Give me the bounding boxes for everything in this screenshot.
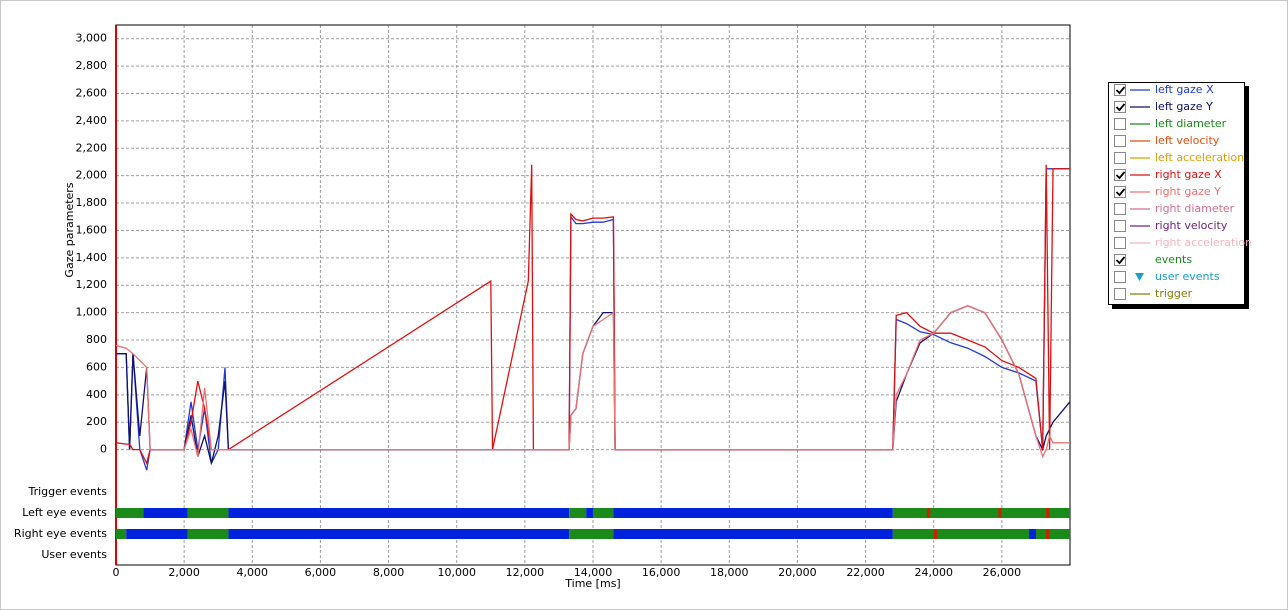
event-segment <box>1029 529 1036 539</box>
legend-label: trigger <box>1155 287 1193 300</box>
event-segment <box>892 508 1070 518</box>
legend-checkbox[interactable] <box>1114 186 1126 198</box>
event-segment <box>613 529 893 539</box>
x-tick-label: 26,000 <box>983 566 1022 579</box>
y-tick-label: 2,800 <box>76 59 108 72</box>
legend-checkbox[interactable] <box>1114 101 1126 113</box>
event-row-label: Right eye events <box>14 527 107 540</box>
x-tick-label: 12,000 <box>506 566 545 579</box>
event-segment <box>1046 529 1050 539</box>
legend-label: left diameter <box>1155 117 1227 130</box>
legend-label: right acceleration <box>1155 236 1252 249</box>
x-tick-label: 2,000 <box>168 566 200 579</box>
legend-check <box>1115 103 1126 112</box>
event-row-label: User events <box>41 548 107 561</box>
event-segment <box>998 508 1002 518</box>
legend-label: right gaze Y <box>1155 185 1221 198</box>
x-tick-label: 14,000 <box>574 566 613 579</box>
legend-marker <box>1135 273 1144 281</box>
y-tick-label: 1,600 <box>76 223 108 236</box>
y-tick-label: 1,400 <box>76 251 108 264</box>
y-tick-label: 1,800 <box>76 196 108 209</box>
legend-checkbox[interactable] <box>1114 84 1126 96</box>
y-axis-title: Gaze parameters <box>63 182 76 277</box>
legend-label: user events <box>1155 270 1220 283</box>
legend-label: right velocity <box>1155 219 1228 232</box>
legend-label: left velocity <box>1155 134 1220 147</box>
event-segment <box>926 508 931 518</box>
event-segment <box>586 508 593 518</box>
event-segment <box>187 508 229 518</box>
y-tick-label: 2,200 <box>76 141 108 154</box>
legend-check <box>1115 86 1126 95</box>
legend-label: left gaze Y <box>1155 100 1213 113</box>
event-segment <box>1046 508 1050 518</box>
legend-checkbox[interactable] <box>1114 288 1126 300</box>
event-row-label: Left eye events <box>22 506 107 519</box>
y-tick-label: 400 <box>86 388 107 401</box>
y-tick-label: 2,600 <box>76 86 108 99</box>
y-tick-label: 200 <box>86 415 107 428</box>
legend-checkbox[interactable] <box>1114 169 1126 181</box>
x-tick-label: 10,000 <box>437 566 476 579</box>
legend-check <box>1115 188 1126 197</box>
legend-checkbox[interactable] <box>1114 220 1126 232</box>
y-tick-label: 1,200 <box>76 278 108 291</box>
legend-label: events <box>1155 253 1192 266</box>
legend-check <box>1115 171 1126 180</box>
legend-checkbox[interactable] <box>1114 135 1126 147</box>
event-segment <box>187 529 229 539</box>
x-tick-label: 24,000 <box>914 566 953 579</box>
legend-check <box>1115 256 1126 265</box>
event-segment <box>143 508 188 518</box>
series-line <box>115 164 1070 466</box>
legend-checkbox[interactable] <box>1114 203 1126 215</box>
x-tick-label: 22,000 <box>846 566 885 579</box>
event-segment <box>593 508 614 518</box>
event-row-label: Trigger events <box>28 485 108 498</box>
event-segment <box>569 508 587 518</box>
event-segment <box>569 529 614 539</box>
x-tick-label: 18,000 <box>710 566 749 579</box>
y-tick-label: 800 <box>86 333 107 346</box>
legend-checkbox[interactable] <box>1114 237 1126 249</box>
legend-label: right diameter <box>1155 202 1235 215</box>
y-tick-label: 2,400 <box>76 114 108 127</box>
legend-label: left acceleration <box>1155 151 1244 164</box>
event-segment <box>126 529 188 539</box>
y-tick-label: 2,000 <box>76 169 108 182</box>
legend-checkbox[interactable] <box>1114 271 1126 283</box>
event-segment <box>892 529 1070 539</box>
y-tick-label: 1,000 <box>76 306 108 319</box>
event-segment <box>228 508 570 518</box>
event-segment <box>933 529 938 539</box>
x-tick-label: 20,000 <box>778 566 817 579</box>
event-segment <box>613 508 893 518</box>
event-segment <box>228 529 570 539</box>
series-line <box>116 168 1070 471</box>
legend-checkbox[interactable] <box>1114 254 1126 266</box>
y-tick-label: 3,000 <box>76 32 108 45</box>
x-tick-label: 4,000 <box>237 566 269 579</box>
legend-label: left gaze X <box>1155 83 1214 96</box>
event-segment <box>116 529 127 539</box>
event-segment <box>116 508 144 518</box>
x-tick-label: 8,000 <box>373 566 405 579</box>
x-tick-label: 16,000 <box>642 566 681 579</box>
y-tick-label: 600 <box>86 360 107 373</box>
legend-checkbox[interactable] <box>1114 118 1126 130</box>
y-tick-label: 0 <box>100 443 107 456</box>
legend-checkbox[interactable] <box>1114 152 1126 164</box>
legend-label: right gaze X <box>1155 168 1222 181</box>
x-tick-label: 0 <box>113 566 120 579</box>
x-tick-label: 6,000 <box>305 566 337 579</box>
legend <box>1108 82 1245 305</box>
x-axis-title: Time [ms] <box>564 577 620 590</box>
series-line <box>115 305 1070 459</box>
